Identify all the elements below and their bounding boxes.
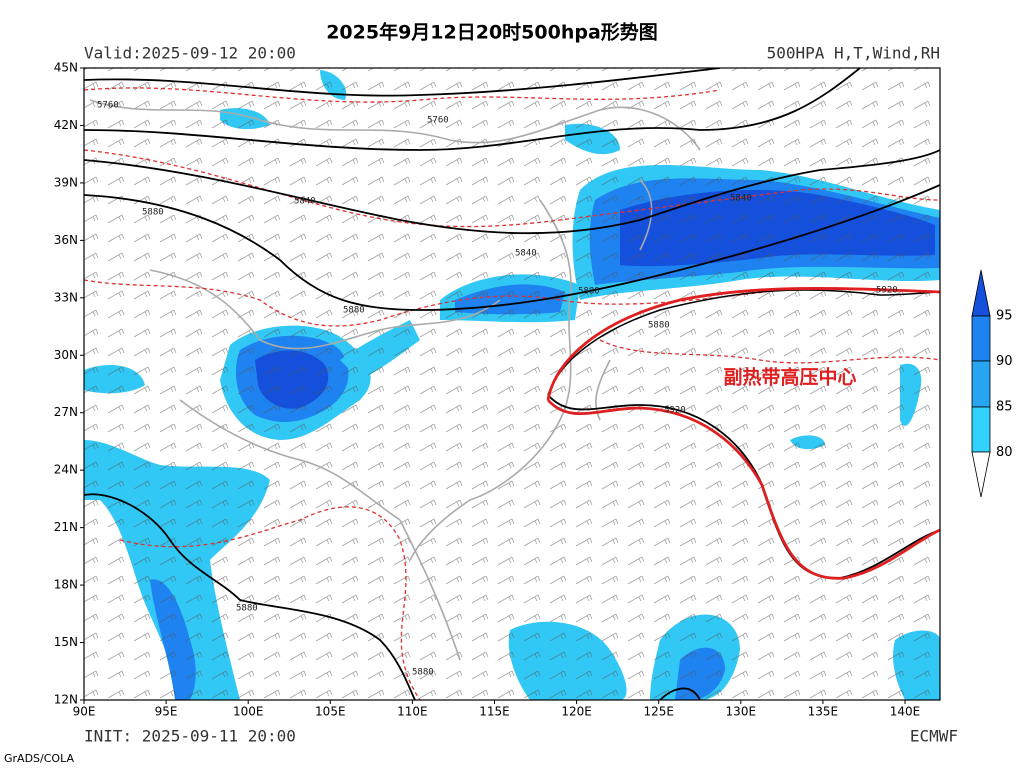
- colorbar-label: 80: [996, 445, 1013, 460]
- contour-label: 5760: [427, 116, 449, 126]
- lon-label: 130E: [726, 705, 757, 719]
- colorbar-label: 90: [996, 354, 1013, 369]
- lat-label: 18N: [54, 578, 78, 592]
- contour-label: 5840: [730, 194, 752, 204]
- source: ECMWF: [910, 727, 958, 746]
- lon-label: 120E: [561, 705, 592, 719]
- lat-label: 36N: [54, 233, 78, 247]
- lon-label: 110E: [397, 705, 428, 719]
- lat-label: 30N: [54, 348, 78, 362]
- height-contours: [84, 68, 940, 700]
- lat-label: 42N: [54, 118, 78, 132]
- field-desc: 500HPA H,T,Wind,RH: [767, 44, 940, 63]
- lon-label: 105E: [315, 705, 346, 719]
- contour-label: 5920: [664, 406, 686, 416]
- lon-label: 115E: [479, 705, 510, 719]
- contour-label: 5880: [236, 604, 258, 614]
- contour-label: 5840: [515, 249, 537, 259]
- lat-label: 45N: [54, 61, 78, 75]
- lat-label: 21N: [54, 520, 78, 534]
- contour-label: 5880: [343, 306, 365, 316]
- title: 2025年9月12日20时500hpa形势图: [326, 21, 658, 44]
- contour-labels: 5760 5760 5840 5840 5840 5880 5880 5880 …: [97, 101, 898, 678]
- lat-label: 27N: [54, 405, 78, 419]
- subtropical-high-contour: [546, 399, 940, 580]
- contour-label: 5840: [294, 197, 316, 207]
- contour-label: 5880: [412, 668, 434, 678]
- contour-label: 5760: [97, 101, 119, 111]
- map-area: 5760 5760 5840 5840 5840 5880 5880 5880 …: [84, 68, 940, 700]
- temperature-contours: [84, 87, 940, 700]
- lon-label: 135E: [808, 705, 839, 719]
- colorbar: 95 90 85 80: [971, 269, 1013, 498]
- map-frame: [83, 67, 941, 701]
- contour-label: 5920: [876, 286, 898, 296]
- lon-label: 100E: [233, 705, 264, 719]
- annotation: 副热带高压中心: [723, 366, 856, 389]
- subtropical-high-contour: [546, 287, 940, 401]
- lat-axis: 45N 42N 39N 36N 33N 30N 27N 24N 21N 18N 15N 12N: [54, 61, 84, 707]
- contour-label: 5880: [648, 321, 670, 331]
- contour-label: 5880: [578, 287, 600, 297]
- valid-time: Valid:2025-09-12 20:00: [84, 44, 296, 63]
- software: GrADS/COLA: [4, 752, 74, 765]
- lon-label: 140E: [890, 705, 921, 719]
- borders: [89, 99, 701, 661]
- lat-label: 12N: [54, 693, 78, 707]
- contour-label: 5880: [142, 208, 164, 218]
- colorbar-label: 85: [996, 400, 1013, 415]
- lon-axis: 90E 95E 100E 105E 110E 115E 120E 125E 130E 135E 14…: [73, 700, 921, 719]
- lon-label: 95E: [155, 705, 178, 719]
- lat-label: 15N: [54, 635, 78, 649]
- lat-label: 33N: [54, 290, 78, 304]
- lon-label: 125E: [643, 705, 674, 719]
- init-time: INIT: 2025-09-11 20:00: [84, 727, 296, 746]
- lat-label: 24N: [54, 463, 78, 477]
- colorbar-label: 95: [996, 309, 1013, 324]
- lon-label: 90E: [73, 705, 96, 719]
- lat-label: 39N: [54, 175, 78, 189]
